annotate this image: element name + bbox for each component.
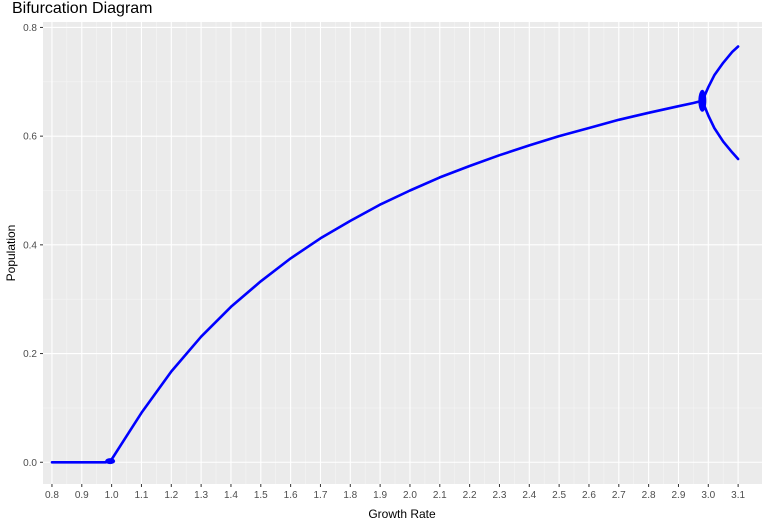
x-tick-label: 2.6 — [582, 490, 596, 501]
fixed-point-line — [50, 99, 704, 464]
x-tick-label: 1.3 — [194, 490, 208, 501]
y-axis-ticks: 0.0 0.2 0.4 0.6 0.8 — [23, 23, 43, 469]
x-tick-label: 1.8 — [343, 490, 357, 501]
x-tick-label: 3.0 — [701, 490, 715, 501]
x-tick-label: 2.3 — [493, 490, 507, 501]
x-tick-label: 1.1 — [134, 490, 148, 501]
series-layer — [50, 45, 740, 465]
y-axis-title: Population — [4, 225, 18, 282]
x-axis-title: Growth Rate — [368, 507, 436, 521]
x-tick-label: 2.4 — [522, 490, 536, 501]
x-tick-label: 2.2 — [463, 490, 477, 501]
x-tick-label: 2.8 — [642, 490, 656, 501]
y-tick-label: 0.0 — [23, 458, 37, 469]
x-tick-label: 0.8 — [45, 490, 59, 501]
y-tick-label: 0.4 — [23, 240, 37, 251]
y-tick-label: 0.8 — [23, 23, 37, 34]
x-tick-label: 2.1 — [433, 490, 447, 501]
x-tick-label: 0.9 — [75, 490, 89, 501]
x-tick-label: 1.7 — [314, 490, 328, 501]
bifurcation-cluster — [698, 89, 707, 112]
x-tick-label: 1.5 — [254, 490, 268, 501]
x-tick-label: 2.5 — [552, 490, 566, 501]
x-tick-label: 1.2 — [164, 490, 178, 501]
x-tick-label: 1.6 — [284, 490, 298, 501]
y-tick-label: 0.6 — [23, 132, 37, 143]
y-tick-label: 0.2 — [23, 349, 37, 360]
x-tick-label: 3.1 — [731, 490, 745, 501]
x-tick-label: 2.0 — [403, 490, 417, 501]
x-tick-label: 1.9 — [373, 490, 387, 501]
x-tick-label: 2.7 — [612, 490, 626, 501]
x-tick-label: 2.9 — [672, 490, 686, 501]
x-tick-label: 1.4 — [224, 490, 238, 501]
upper-branch-line — [701, 45, 740, 103]
major-gridlines — [43, 22, 762, 484]
minor-gridlines — [43, 22, 762, 484]
transcritical-cluster — [105, 458, 116, 465]
x-axis-ticks: 0.8 0.9 1.0 1.1 1.2 1.3 1.4 1.5 1.6 1.7 1.8 1.9 2.0 2… — [45, 484, 746, 501]
lower-branch-line — [701, 99, 740, 161]
x-tick-label: 1.0 — [105, 490, 119, 501]
chart-title: Bifurcation Diagram — [12, 0, 153, 17]
plot-panel — [43, 22, 762, 484]
